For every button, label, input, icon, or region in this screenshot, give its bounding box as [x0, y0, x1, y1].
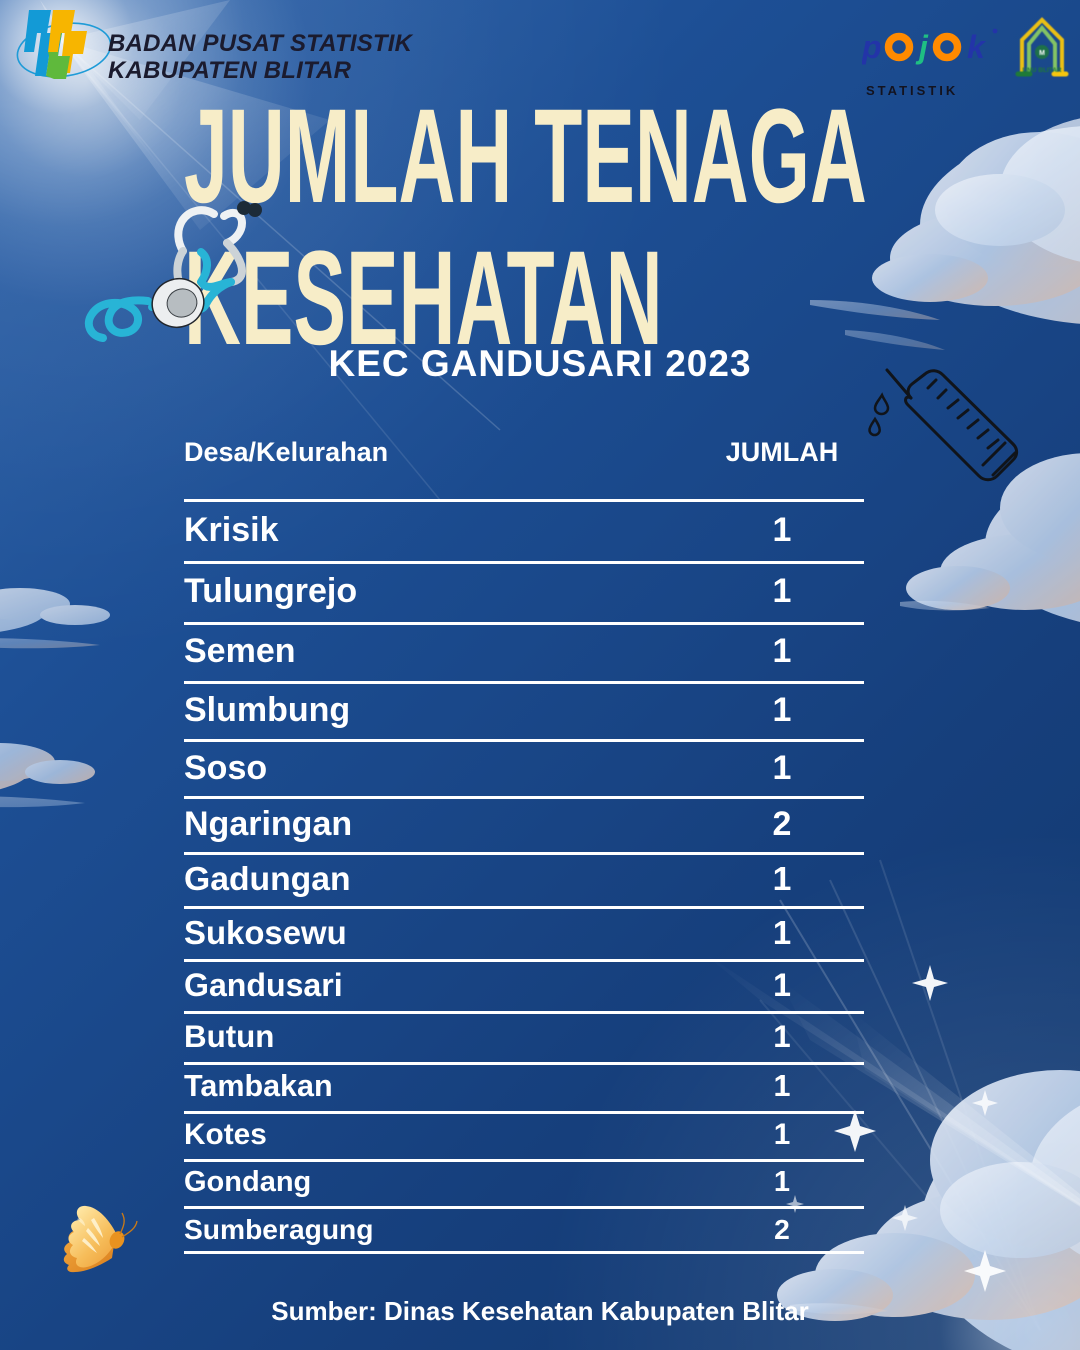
svg-text:UNU BLITAR: UNU BLITAR — [1022, 67, 1062, 74]
svg-text:p: p — [862, 29, 882, 65]
svg-text:M: M — [1039, 50, 1045, 57]
svg-text:j: j — [915, 29, 929, 65]
svg-text:k: k — [967, 29, 987, 65]
